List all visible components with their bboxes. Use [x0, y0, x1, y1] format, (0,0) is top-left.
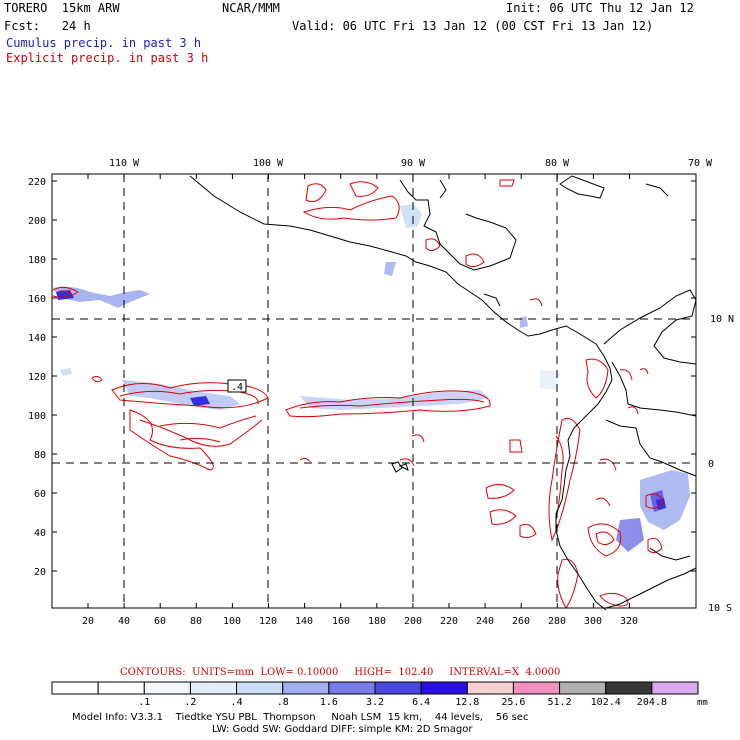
legend-unit: mm: [697, 698, 708, 708]
legend-value: .1: [138, 697, 150, 708]
y-tick-label: 60: [34, 489, 46, 500]
legend-value: .8: [277, 697, 289, 708]
legend-swatch: [236, 681, 284, 695]
x-tick-label: 40: [118, 616, 130, 627]
legend-swatch: [466, 681, 514, 695]
lat-label: 10 N: [710, 314, 734, 325]
center-name: NCAR/MMM: [222, 1, 280, 15]
legend-swatch: [143, 681, 191, 695]
y-tick-label: 160: [28, 294, 46, 305]
x-tick-label: 80: [190, 616, 202, 627]
lon-label: 110 W: [109, 158, 140, 169]
forecast-hour: Fcst: 24 h: [4, 19, 91, 33]
model-info-line2: LW: Godd SW: Goddard DIFF: simple KM: 2D…: [212, 724, 473, 735]
y-tick-labels: 220 200 180 160 140 120 100 80 60 40 20: [28, 177, 46, 578]
x-tick-label: 60: [154, 616, 166, 627]
x-tick-label: 300: [584, 616, 602, 627]
lat-label: 10 S: [708, 603, 732, 614]
x-tick-label: 100: [223, 616, 241, 627]
legend-value: .2: [184, 697, 196, 708]
x-tick-label: 200: [404, 616, 422, 627]
y-tick-label: 200: [28, 216, 46, 227]
y-tick-label: 20: [34, 567, 46, 578]
legend-value: 25.6: [501, 697, 525, 708]
valid-time: Valid: 06 UTC Fri 13 Jan 12 (00 CST Fri …: [292, 19, 654, 33]
legend-swatch: [605, 681, 653, 695]
y-tick-label: 120: [28, 372, 46, 383]
map-frame: [51, 173, 697, 609]
legend-swatch: [374, 681, 422, 695]
legend-swatch: [328, 681, 376, 695]
legend-value: 102.4: [591, 697, 621, 708]
y-tick-label: 100: [28, 411, 46, 422]
legend-value: 3.2: [366, 697, 384, 708]
coastlines: [189, 175, 697, 611]
x-tick-label: 160: [332, 616, 350, 627]
legend-swatch: [420, 681, 468, 695]
legend-swatch: [51, 681, 99, 695]
model-info-line1: Model Info: V3.3.1 Tiedtke YSU PBL Thomp…: [72, 712, 529, 723]
x-tick-label: 120: [259, 616, 277, 627]
lon-label: 100 W: [253, 158, 284, 169]
precip-legend-bar: [51, 681, 699, 695]
y-tick-label: 140: [28, 333, 46, 344]
explicit-precip-contours: [52, 179, 665, 609]
x-tick-label: 220: [440, 616, 458, 627]
cumulus-label: Cumulus precip. in past 3 h: [6, 36, 202, 50]
longitude-labels: 110 W 100 W 90 W 80 W 70 W: [109, 158, 713, 169]
cumulus-precip-shading: [53, 204, 690, 552]
axis-ticks: [52, 174, 696, 608]
x-tick-label: 140: [295, 616, 313, 627]
init-time: Init: 06 UTC Thu 12 Jan 12: [506, 1, 694, 15]
x-tick-label: 260: [512, 616, 530, 627]
lon-label: 80 W: [545, 158, 570, 169]
graticule: [52, 174, 696, 608]
legend-value: 6.4: [412, 697, 430, 708]
explicit-label: Explicit precip. in past 3 h: [6, 51, 209, 65]
contour-info: CONTOURS: UNITS=mm LOW= 0.10000 HIGH= 10…: [120, 667, 561, 678]
lon-label: 70 W: [688, 158, 713, 169]
x-tick-label: 20: [82, 616, 94, 627]
legend-value: 51.2: [548, 697, 572, 708]
x-tick-label: 240: [476, 616, 494, 627]
latitude-labels: 10 N 0 10 S: [708, 314, 734, 614]
x-tick-label: 320: [620, 616, 638, 627]
legend-value: 204.8: [637, 697, 667, 708]
legend-swatch: [282, 681, 330, 695]
x-tick-label: 280: [548, 616, 566, 627]
contour-label: .4: [231, 382, 243, 393]
precip-legend-labels: .1 .2 .4 .8 1.6 3.2 6.4 12.8 25.6 51.2 102.4 204.8: [138, 697, 667, 708]
x-tick-labels: 20 40 60 80 100 120 140 160 180 200 220 …: [82, 616, 638, 627]
lat-label: 0: [708, 459, 714, 470]
legend-value: .4: [231, 697, 243, 708]
legend-swatch: [559, 681, 607, 695]
y-tick-label: 40: [34, 528, 46, 539]
lon-label: 90 W: [401, 158, 426, 169]
x-tick-label: 180: [368, 616, 386, 627]
y-tick-label: 80: [34, 450, 46, 461]
y-tick-label: 220: [28, 177, 46, 188]
legend-value: 1.6: [320, 697, 338, 708]
contour-label-box: [227, 379, 247, 393]
legend-swatch: [512, 681, 561, 695]
legend-swatch: [651, 681, 699, 695]
legend-value: 12.8: [455, 697, 479, 708]
legend-swatch: [97, 681, 145, 695]
y-tick-label: 180: [28, 255, 46, 266]
model-name: TORERO 15km ARW: [4, 1, 120, 15]
legend-swatch: [189, 681, 238, 695]
